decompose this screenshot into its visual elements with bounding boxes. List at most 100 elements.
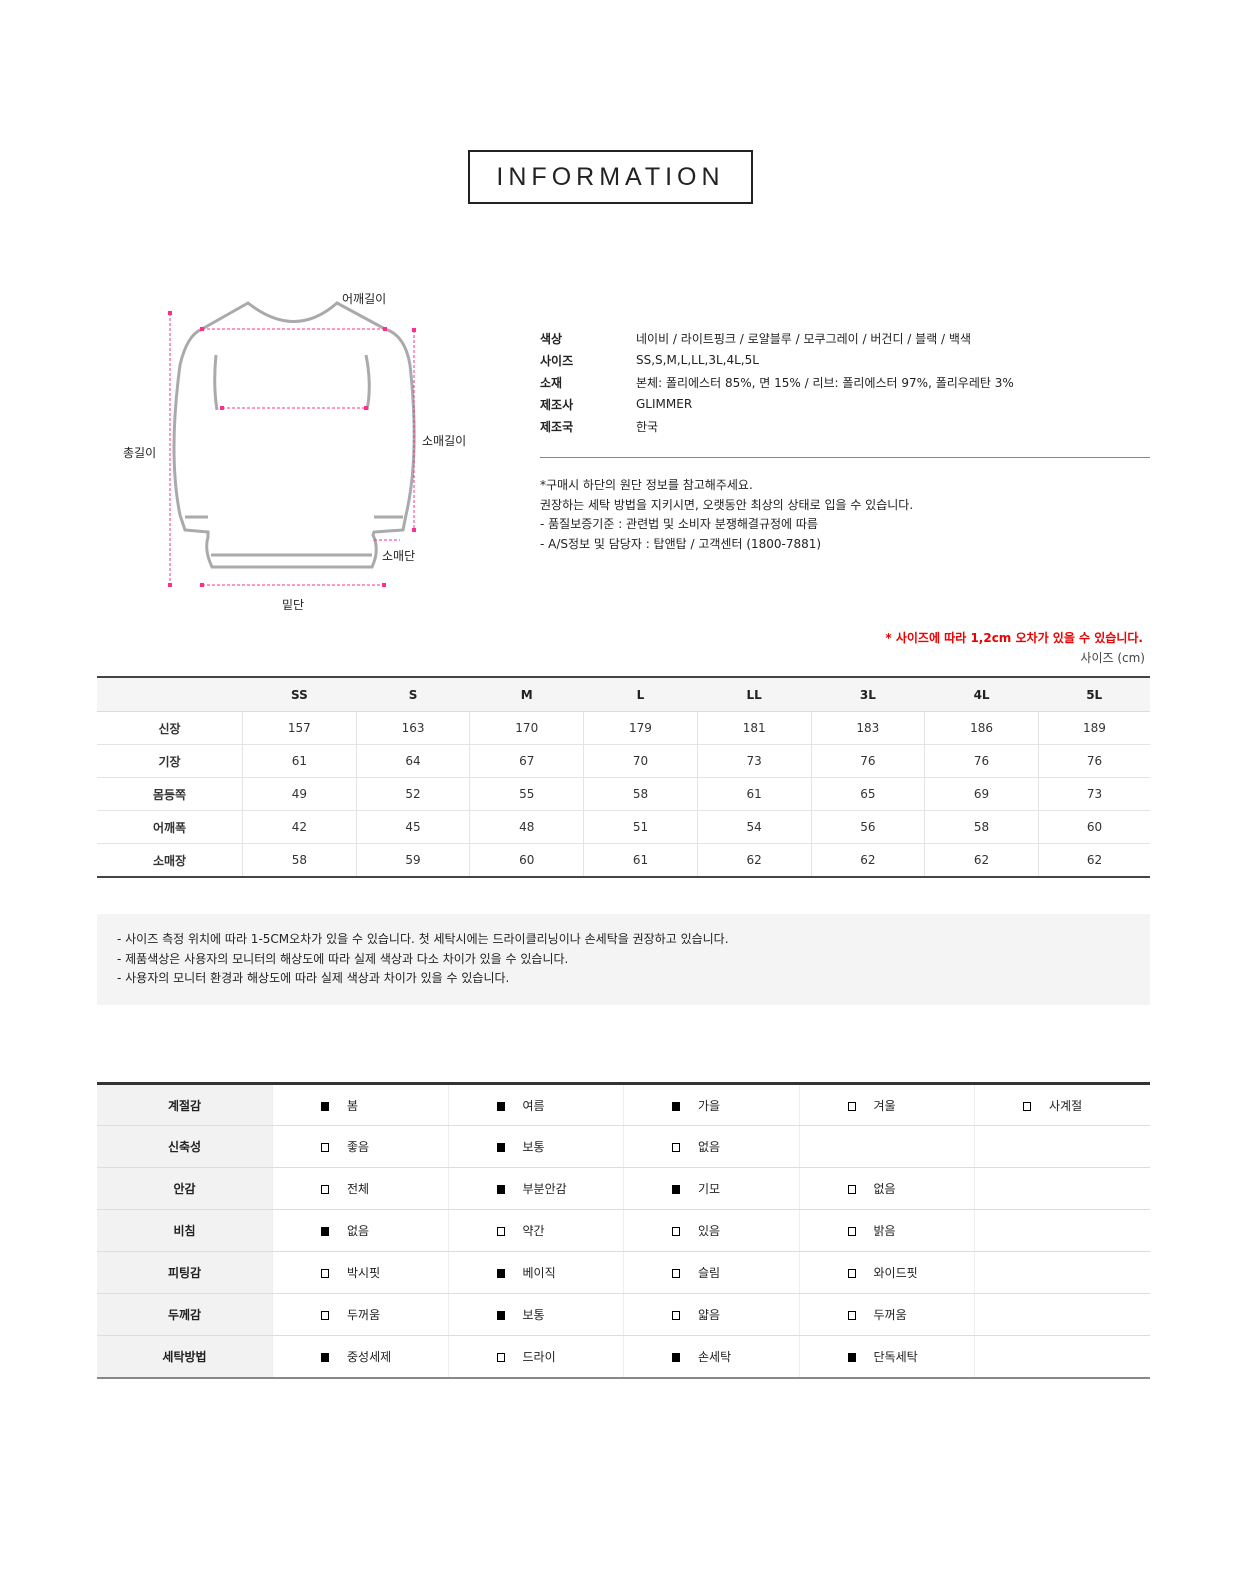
attribute-row: 안감 전체 부분안감 기모 없음 <box>97 1167 1150 1210</box>
spec-row: 제조국 한국 <box>540 415 1014 437</box>
spec-value: 본체: 폴리에스터 85%, 면 15% / 리브: 폴리에스터 97%, 폴리… <box>636 375 1014 390</box>
spec-key: 제조국 <box>540 419 574 434</box>
attribute-option: 두꺼움 <box>798 1293 975 1336</box>
spec-key: 사이즈 <box>540 353 574 368</box>
size-header: 5L <box>1038 677 1150 712</box>
option-text: 전체 <box>347 1182 370 1196</box>
spec-key: 제조사 <box>540 397 574 412</box>
note-line: 권장하는 세탁 방법을 지키시면, 오랫동안 최상의 상태로 입을 수 있습니다… <box>540 497 914 512</box>
option-text: 드라이 <box>522 1349 556 1364</box>
attribute-option: 손세탁 <box>623 1335 799 1378</box>
size-value: 186 <box>924 711 1039 745</box>
spec-value: SS,S,M,L,LL,3L,4L,5L <box>636 353 759 367</box>
option-text: 중성세제 <box>347 1349 392 1364</box>
size-value: 189 <box>1037 711 1150 745</box>
size-value: 62 <box>1037 843 1150 878</box>
attribute-label: 세탁방법 <box>97 1335 273 1378</box>
attribute-option: 얇음 <box>623 1293 799 1336</box>
unchecked-box-icon <box>672 1311 680 1320</box>
attribute-option: 겨울 <box>798 1083 975 1126</box>
unchecked-box-icon <box>847 1185 856 1194</box>
spec-value: 네이비 / 라이트핑크 / 로얄블루 / 모쿠그레이 / 버건디 / 블랙 / … <box>636 331 971 346</box>
size-table: document.write('<tr data-name="size-head… <box>97 676 1150 878</box>
label-sleeve-length: 소매길이 <box>422 434 466 448</box>
row-label: 신장 <box>97 711 243 745</box>
information-title: INFORMATION <box>468 150 753 204</box>
attribute-option: 있음 <box>623 1209 799 1252</box>
spec-value: GLIMMER <box>636 397 693 411</box>
option-text: 사계절 <box>1049 1098 1083 1113</box>
option-text: 있음 <box>698 1224 721 1238</box>
option-text: 밝음 <box>873 1224 896 1238</box>
size-value: 64 <box>355 744 470 778</box>
option-text: 없음 <box>873 1182 896 1196</box>
label-total-length: 총길이 <box>123 446 156 460</box>
size-value: 42 <box>242 810 357 844</box>
option-text: 부분안감 <box>522 1182 567 1196</box>
unchecked-box-icon <box>672 1269 680 1278</box>
attribute-label: 계절감 <box>97 1083 273 1126</box>
unchecked-box-icon <box>321 1185 329 1194</box>
attribute-row: 세탁방법 중성세제 드라이 손세탁 단독세탁 <box>97 1335 1150 1378</box>
attribute-option: 중성세제 <box>272 1335 448 1378</box>
attribute-label: 안감 <box>97 1167 273 1210</box>
disclaimer-line: - 사이즈 측정 위치에 따라 1-5CM오차가 있을 수 있습니다. 첫 세탁… <box>117 932 729 946</box>
unchecked-box-icon <box>847 1101 856 1111</box>
label-shoulder: 어깨길이 <box>342 292 386 306</box>
checked-box-icon <box>847 1352 856 1362</box>
size-value: 76 <box>924 744 1039 778</box>
unchecked-box-icon <box>847 1227 856 1236</box>
note-line: - 품질보증기준 : 관련법 및 소비자 분쟁해결규정에 따름 <box>540 517 818 532</box>
attribute-option: 기모 <box>623 1167 799 1210</box>
attribute-row: 계절감 봄 여름 가을 겨울 사계절 <box>97 1083 1150 1126</box>
size-value: 73 <box>1037 777 1150 811</box>
size-value: 45 <box>355 810 470 844</box>
size-header: M <box>469 677 584 712</box>
size-value: 76 <box>1037 744 1150 778</box>
size-value: 70 <box>583 744 698 778</box>
row-label: 소매장 <box>97 843 243 878</box>
size-value: 51 <box>583 810 698 844</box>
size-value: 48 <box>469 810 584 844</box>
checked-box-icon <box>321 1227 329 1236</box>
size-header: L <box>583 677 698 712</box>
spec-row: 소재 본체: 폴리에스터 85%, 면 15% / 리브: 폴리에스터 97%, … <box>540 371 1014 393</box>
option-text: 박시핏 <box>347 1266 381 1280</box>
size-warning: * 사이즈에 따라 1,2cm 오차가 있을 수 있습니다. <box>885 631 1143 645</box>
attribute-option: 없음 <box>272 1209 448 1252</box>
size-header: 4L <box>924 677 1039 712</box>
unchecked-box-icon <box>672 1227 680 1236</box>
table-row: 어깨폭 42 45 48 51 54 56 58 60 <box>97 810 1150 844</box>
option-text: 단독세탁 <box>873 1349 918 1364</box>
label-cuff: 소매단 <box>382 549 415 563</box>
option-text: 겨울 <box>873 1098 896 1113</box>
divider <box>540 457 1150 458</box>
checked-box-icon <box>496 1143 505 1152</box>
attribute-option: 여름 <box>447 1083 624 1126</box>
attribute-label: 비침 <box>97 1209 273 1252</box>
table-row: 신장 157 163 170 179 181 183 186 189 <box>97 711 1150 745</box>
checked-box-icon <box>496 1185 505 1194</box>
size-value: 183 <box>810 711 925 745</box>
size-value: 67 <box>469 744 584 778</box>
option-text: 보통 <box>522 1308 545 1322</box>
measurement-lines <box>168 311 416 587</box>
row-label: 기장 <box>97 744 243 778</box>
option-text: 봄 <box>347 1098 359 1113</box>
checked-box-icon <box>672 1352 680 1362</box>
size-value: 179 <box>583 711 698 745</box>
size-header: LL <box>697 677 812 712</box>
fabric-attributes-table: const _d=JSON.parse(document.getElementB… <box>97 1082 1150 1379</box>
option-text: 손세탁 <box>698 1349 732 1364</box>
size-value: 61 <box>583 843 698 878</box>
size-value: 60 <box>469 843 584 878</box>
option-text: 두꺼움 <box>873 1308 907 1322</box>
attribute-row: 비침 없음 약간 있음 밝음 <box>97 1209 1150 1252</box>
option-text: 좋음 <box>347 1140 370 1154</box>
attribute-option: 사계절 <box>974 1083 1150 1126</box>
size-value: 56 <box>810 810 925 844</box>
unchecked-box-icon <box>847 1269 856 1278</box>
size-value: 49 <box>242 777 357 811</box>
note-line: - A/S정보 및 담당자 : 탑앤탑 / 고객센터 (1800-7881) <box>540 537 822 552</box>
